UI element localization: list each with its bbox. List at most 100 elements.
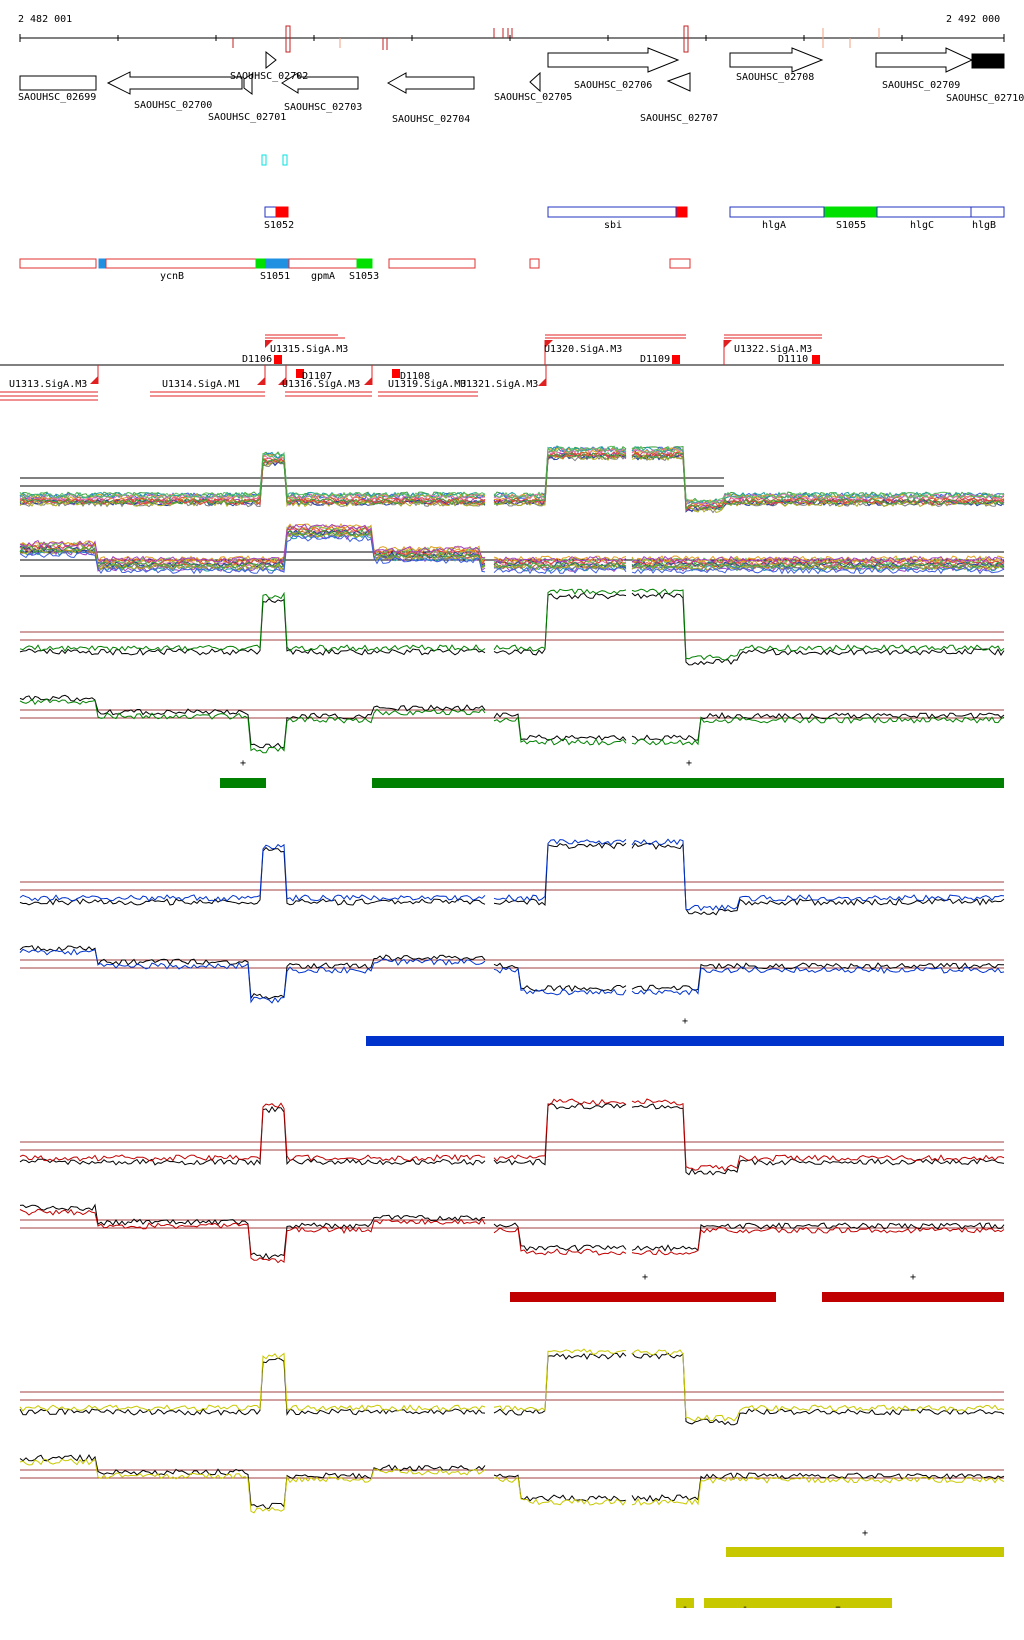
promoter-flags [90,340,732,386]
gene-label-02701: SAOUHSC_02701 [208,112,286,123]
gene-arrow-02703[interactable] [281,72,359,94]
segment-bar[interactable] [510,1292,776,1302]
gene-label-02708: SAOUHSC_02708 [736,72,814,83]
overview-trace-bottom [19,529,1005,569]
segment-bar-mark: + [686,758,692,769]
overview-trace-bottom [19,523,1005,564]
coordinate-ruler: 2 482 001 2 492 000 [18,14,1005,53]
condition-panel-1: + + [19,588,1005,788]
segment-bar-mark: + [682,1016,688,1027]
transcription-unit-label-u1314: U1314.SigA.M1 [162,379,240,390]
gene-labels: SAOUHSC_02699 SAOUHSC_02700 SAOUHSC_0270… [18,71,1024,125]
gene-label-02699: SAOUHSC_02699 [18,92,96,103]
segment-bar[interactable] [704,1598,892,1608]
expression-trace-upper [19,1102,1005,1176]
overview-trace-bottom [19,523,1005,564]
gene-label-02702: SAOUHSC_02702 [230,71,308,82]
condition-panel-3: + + [19,1098,1005,1302]
gene-arrow-02708[interactable] [729,47,824,73]
transcription-unit-label-u1313: U1313.SigA.M3 [9,379,87,390]
segment-bar[interactable] [676,1598,694,1608]
segment-bar-mark: + [642,1272,648,1283]
annotation-label-sbi: sbi [604,220,622,231]
gene-label-02705: SAOUHSC_02705 [494,92,572,103]
segment-bar-mark: + [240,758,246,769]
gene-label-02710: SAOUHSC_02710 [946,93,1024,104]
terminator-label-d1110: D1110 [778,354,808,365]
expression-trace-lower [19,694,1005,749]
annotation-label-hlgb: hlgB [972,220,996,231]
gene-arrow-02710[interactable] [971,53,1005,69]
condition-panels: + +++ ++- - -- [19,588,1005,1613]
gene-arrow-02705[interactable] [529,71,541,93]
annotation-label-ycnb: ycnB [160,271,184,282]
overview-trace-bottom [19,534,1005,575]
gene-label-02709: SAOUHSC_02709 [882,80,960,91]
annotation-label-s1053: S1053 [349,271,379,282]
terminator-label-d1108: D1108 [400,371,430,382]
expression-trace-upper-colored [19,838,1005,912]
condition-panel-2: + [19,838,1005,1046]
gene-arrow-02704[interactable] [386,72,475,94]
gene-arrow-02701[interactable] [243,73,253,95]
segment-bar[interactable] [372,778,1004,788]
overview-trace-top [19,445,1005,504]
annotation-row-1: S1052 sbi hlgA S1055 hlgC hlgB [264,206,1005,231]
annotation-label-hlga: hlgA [762,220,786,231]
transcription-unit-label-u1321: U1321.SigA.M3 [460,379,538,390]
gene-label-02706: SAOUHSC_02706 [574,80,652,91]
coordinate-end: 2 492 000 [946,14,1000,25]
annotation-label-hlgc: hlgC [910,220,934,231]
expression-trace-upper-colored [19,1348,1005,1422]
expression-profile-overview [19,445,1005,577]
expression-trace-lower [19,1454,1005,1509]
expression-trace-upper [19,842,1005,916]
segment-bar[interactable] [822,1292,1004,1302]
terminator-label-d1107: D1107 [302,371,332,382]
expression-trace-lower [19,1203,1005,1260]
gene-track [19,47,1005,95]
expression-trace-lower-colored [19,948,1005,1004]
terminator-marks [274,355,820,378]
gene-label-02704: SAOUHSC_02704 [392,114,470,125]
gene-arrow-02700[interactable] [106,71,243,95]
gene-arrow-02702[interactable] [265,50,277,70]
segment-bar-mark: + [862,1528,868,1539]
gene-label-02700: SAOUHSC_02700 [134,100,212,111]
expression-trace-lower [19,945,1004,1000]
gene-arrow-02709[interactable] [875,47,974,73]
annotation-label-gpma: gpmA [311,271,335,282]
segment-bar[interactable] [366,1036,1004,1046]
gene-arrow-02707[interactable] [666,72,691,92]
cyan-features [261,154,288,166]
gene-label-02707: SAOUHSC_02707 [640,113,718,124]
coordinate-start: 2 482 001 [18,14,72,25]
overview-trace-top [19,451,1005,511]
annotation-label-s1052: S1052 [264,220,294,231]
terminator-label-d1109: D1109 [640,354,670,365]
expression-trace-upper [19,1352,1005,1426]
gene-arrow-02699[interactable] [19,75,97,91]
expression-trace-upper-colored [19,588,1005,661]
segment-bar-mark: + [910,1272,916,1283]
condition-panel-4: +- - -- [19,1348,1005,1613]
annotation-label-s1055: S1055 [836,220,866,231]
transcription-unit-label-u1315: U1315.SigA.M3 [270,344,348,355]
transcription-unit-label-u1319: U1319.SigA.M3 [388,379,466,390]
expression-trace-upper-colored [19,1098,1005,1172]
gene-arrow-02706[interactable] [547,47,680,73]
segment-bar-mark: - [742,1602,748,1613]
expression-trace-lower-colored [19,698,1005,754]
gene-label-02703: SAOUHSC_02703 [284,102,362,113]
transcription-unit-track: U1313.SigA.M3 U1314.SigA.M1 U1315.SigA.M… [0,334,1004,401]
segment-bar[interactable] [220,778,266,788]
segment-bar[interactable] [726,1547,1004,1557]
terminator-label-d1106: D1106 [242,354,272,365]
annotation-row-2: ycnB S1051 gpmA S1053 [19,258,691,282]
segment-bar-mark: - [836,1602,842,1613]
transcription-unit-label-u1322: U1322.SigA.M3 [734,344,812,355]
transcription-unit-label-u1316: U1316.SigA.M3 [282,379,360,390]
annotation-label-s1051: S1051 [260,271,290,282]
